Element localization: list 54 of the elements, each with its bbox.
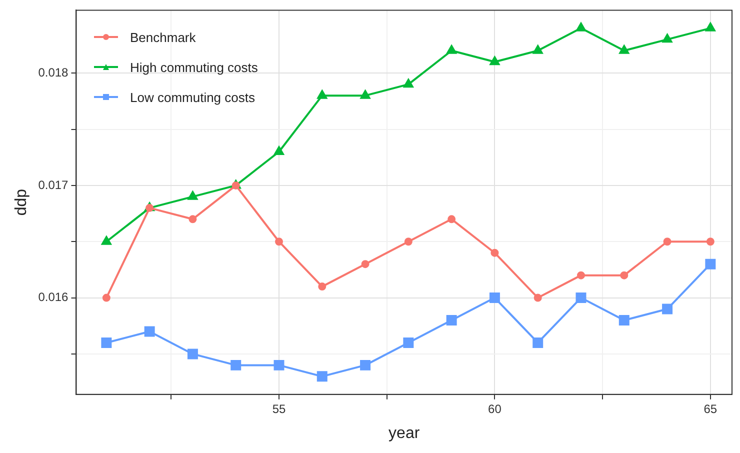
point [532, 337, 544, 348]
point [446, 315, 457, 326]
point [706, 22, 716, 32]
x-tick-label: 60 [488, 402, 502, 416]
point [534, 294, 542, 302]
point [232, 181, 240, 190]
point [275, 238, 283, 246]
point [188, 215, 197, 224]
y-tick-label: 0.018 [38, 65, 69, 80]
point [404, 78, 414, 88]
point [101, 337, 112, 348]
point [403, 337, 414, 348]
point [317, 90, 328, 99]
point [146, 204, 154, 212]
point [102, 236, 112, 245]
point [144, 326, 155, 337]
point [490, 56, 500, 66]
point [618, 315, 630, 326]
point [230, 360, 242, 370]
point [663, 238, 672, 246]
point [187, 348, 198, 360]
point [448, 215, 456, 224]
point [706, 238, 714, 246]
point [619, 45, 630, 54]
point [489, 292, 500, 304]
y-axis-title: ddp [13, 188, 30, 216]
legend-label: High commuting costs [130, 60, 258, 74]
point [316, 371, 328, 382]
x-tick-label: 65 [704, 402, 718, 416]
point [576, 292, 586, 304]
point [662, 34, 672, 43]
y-tick-label: 0.017 [38, 178, 69, 192]
point [404, 238, 412, 246]
point [532, 45, 543, 54]
legend-label: Low commuting costs [130, 90, 255, 104]
x-tick-label: 55 [272, 402, 286, 416]
x-axis-title: year [388, 424, 420, 442]
point [490, 248, 499, 257]
point [446, 45, 456, 54]
point [188, 191, 198, 200]
point [361, 260, 370, 268]
point [318, 282, 326, 291]
point [360, 360, 371, 370]
point [274, 360, 284, 370]
legend-label: Benchmark [130, 30, 196, 44]
point [576, 22, 586, 32]
point [620, 271, 628, 280]
point [662, 304, 673, 314]
point [577, 271, 585, 280]
point [705, 258, 716, 270]
point [274, 146, 284, 155]
point [102, 294, 110, 302]
point [360, 90, 370, 99]
y-tick-label: 0.016 [38, 290, 69, 304]
